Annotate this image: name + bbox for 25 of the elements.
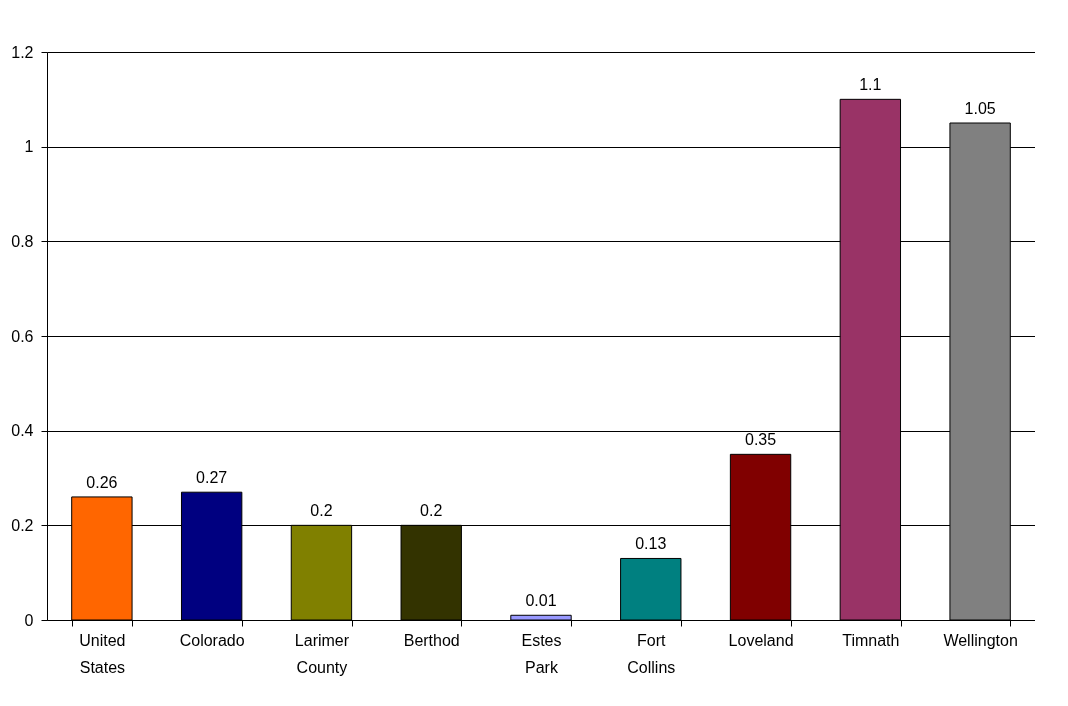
- x-tick-label: Timnath: [842, 631, 900, 649]
- y-tick-label: 0.2: [11, 516, 34, 534]
- data-label: 0.2: [310, 502, 333, 520]
- x-tick-label: Berthod: [403, 631, 460, 649]
- data-label: 0.27: [196, 469, 228, 487]
- y-tick-label: 0.4: [11, 422, 34, 440]
- y-tick-label: 0: [24, 611, 34, 629]
- x-tick-label: Estes Park: [521, 631, 562, 676]
- data-label: 0.13: [635, 535, 667, 553]
- x-tick-label: Colorado: [179, 631, 245, 649]
- data-label: 0.2: [420, 502, 443, 520]
- y-tick-label: 0.8: [11, 232, 34, 250]
- data-label: 0.01: [525, 592, 557, 610]
- data-label: 0.35: [744, 431, 777, 449]
- y-tick-label: 1.2: [11, 43, 34, 61]
- x-tick-label: Loveland: [728, 631, 794, 649]
- x-tick-label: Fort Collins: [627, 631, 676, 676]
- data-label: 0.26: [86, 473, 118, 491]
- x-tick-label: Larimer County: [294, 631, 350, 676]
- x-tick-label: Wellington: [943, 631, 1018, 649]
- y-tick-label: 1: [24, 138, 34, 156]
- y-tick-label: 0.6: [11, 327, 34, 345]
- data-label: 1.05: [964, 100, 996, 117]
- data-label: 1.1: [859, 76, 882, 94]
- x-tick-label: United States: [79, 631, 126, 676]
